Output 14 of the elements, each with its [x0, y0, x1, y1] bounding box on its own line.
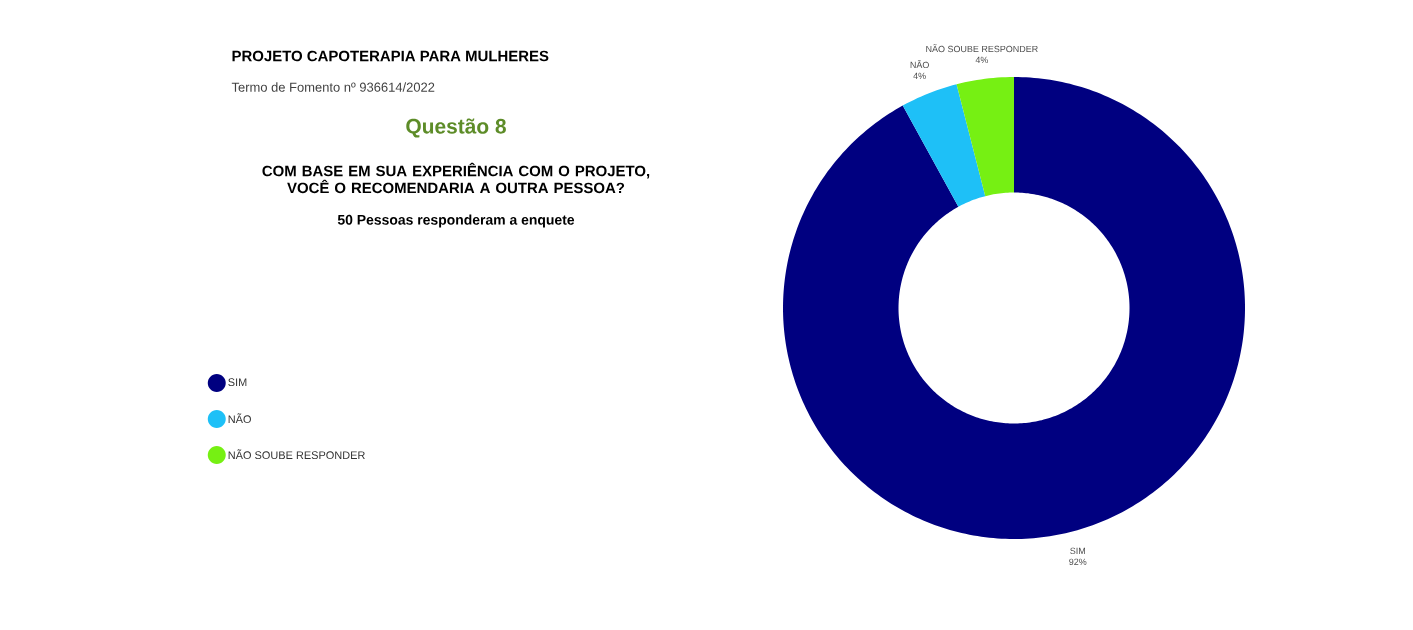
data-label: 92% [1069, 558, 1087, 566]
slice-label: NÃO [910, 60, 929, 69]
text: 50 Pessoas responderam a enquete [337, 214, 575, 228]
text: Questão 8 [406, 118, 506, 138]
legend-label: NÃO [228, 413, 251, 424]
slice-label: NÃO SOUBE RESPONDER [926, 44, 1038, 53]
data-label: 4% [913, 72, 926, 80]
chart-title: PROJETO CAPOTERAPIA PARA MULHERES [232, 50, 549, 62]
text: Termo de Fomento nº 936614/2022 [231, 82, 435, 92]
slice-label: SIM [1070, 547, 1085, 555]
legend-label: NÃO SOUBE RESPONDER [228, 449, 365, 460]
legend-label: SIM [228, 378, 247, 387]
data-label: 4% [975, 56, 989, 64]
text: COM BASE EM SUA EXPERIÊNCIA COM O PROJETO, VOCÊ O RECOMENDARIA A OUTRA PESSOA? [262, 162, 650, 194]
